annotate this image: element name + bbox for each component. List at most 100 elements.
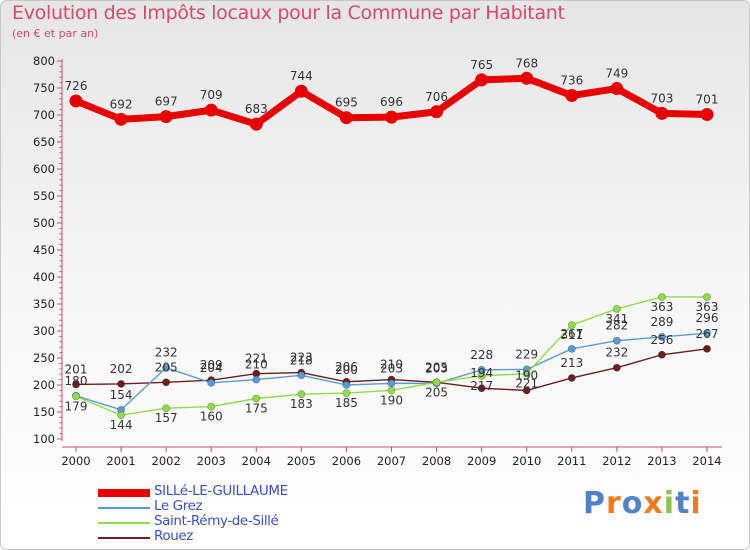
data-point: [387, 386, 396, 395]
data-point: [342, 389, 351, 397]
x-tick-label: 2003: [197, 454, 226, 468]
data-point: [567, 374, 576, 382]
data-label: 229: [515, 347, 538, 361]
logo-letter: x: [643, 486, 664, 521]
data-label: 703: [650, 91, 673, 105]
logo-letter: i: [663, 486, 676, 521]
data-point: [294, 84, 308, 98]
data-label: 726: [65, 79, 88, 93]
x-tick-label: 2006: [332, 454, 361, 468]
logo-letter: i: [690, 486, 702, 521]
data-point: [249, 117, 263, 131]
data-point: [159, 110, 173, 124]
data-point: [475, 73, 489, 87]
data-label: 205: [425, 360, 448, 374]
data-label: 194: [470, 366, 493, 380]
data-label: 203: [380, 361, 403, 375]
data-label: 218: [290, 353, 313, 367]
data-label: 768: [515, 56, 538, 70]
data-label: 683: [245, 102, 268, 116]
y-tick-label: 400: [33, 270, 55, 284]
data-point: [385, 110, 398, 124]
x-axis: 2000 2001 2002 2003 2004 2005 2006 2007 2008 2009…: [61, 446, 722, 468]
data-point: [565, 89, 579, 103]
y-axis: 100 150 200 250 300 350 400 450 500 550 600 650 700 7…: [33, 54, 63, 446]
data-point: [655, 106, 669, 120]
logo-letter: r: [606, 486, 622, 521]
data-point: [612, 304, 621, 313]
logo-letter: o: [621, 486, 644, 521]
data-label: 289: [650, 315, 673, 329]
x-tick-label: 2010: [512, 454, 541, 468]
x-tick-label: 2009: [467, 454, 496, 468]
data-point: [117, 380, 125, 388]
y-tick-label: 700: [33, 108, 55, 122]
series-0: [69, 71, 714, 131]
y-tick-label: 650: [33, 135, 55, 149]
data-label: 267: [696, 327, 719, 341]
y-tick-label: 550: [33, 189, 55, 203]
data-label: 232: [155, 346, 178, 360]
data-point: [658, 333, 666, 341]
data-label: 144: [110, 418, 133, 432]
data-point: [612, 336, 621, 345]
data-point: [252, 394, 261, 403]
data-label: 160: [200, 410, 223, 424]
x-tick-label: 2012: [602, 454, 631, 468]
data-label: 213: [560, 356, 583, 370]
data-point: [114, 112, 128, 126]
data-label: 206: [335, 360, 358, 374]
data-point: [339, 111, 353, 125]
data-point: [522, 369, 531, 378]
data-label: 190: [380, 393, 403, 407]
data-point: [162, 378, 171, 387]
data-point: [522, 386, 531, 395]
data-label: 256: [650, 333, 673, 347]
data-point: [703, 344, 711, 353]
series-2: [72, 293, 711, 420]
data-label: 692: [110, 97, 133, 111]
y-tick-label: 100: [33, 432, 55, 446]
legend-label: Rouez: [154, 528, 193, 544]
data-label: 706: [425, 90, 448, 104]
data-label: 205: [425, 385, 448, 399]
y-tick-label: 750: [33, 81, 55, 95]
data-point: [567, 344, 576, 353]
data-point: [612, 363, 621, 372]
data-label: 282: [605, 319, 628, 333]
data-label: 311: [560, 328, 583, 342]
data-label: 223: [290, 351, 313, 365]
data-label: 363: [696, 300, 719, 314]
data-label: 210: [245, 358, 268, 372]
x-tick-label: 2014: [692, 454, 721, 468]
legend-swatch: [98, 522, 150, 524]
data-point: [703, 293, 711, 301]
chart-subtitle: (en € et par an): [12, 27, 99, 40]
data-point: [658, 350, 666, 359]
proxiti-logo: Proxiti: [583, 486, 702, 521]
data-label: 185: [335, 396, 358, 410]
x-tick-label: 2007: [377, 454, 406, 468]
x-tick-label: 2011: [557, 454, 586, 468]
y-tick-label: 450: [33, 243, 55, 257]
data-point: [342, 381, 351, 389]
data-label: 217: [470, 379, 493, 393]
data-point: [703, 329, 711, 338]
x-tick-label: 2001: [106, 454, 135, 468]
x-tick-label: 2008: [422, 454, 451, 468]
y-tick-label: 300: [33, 324, 55, 338]
legend-swatch: [98, 489, 150, 497]
data-label: 175: [245, 402, 268, 416]
data-label: 696: [380, 95, 403, 109]
data-point: [69, 94, 83, 108]
logo-letter: t: [675, 486, 691, 521]
y-tick-label: 150: [33, 405, 55, 419]
legend-label: SILLé-LE-GUILLAUME: [154, 483, 288, 499]
data-point: [297, 390, 306, 399]
chart-title: Evolution des Impôts locaux pour la Comm…: [12, 2, 565, 24]
data-label: 701: [696, 92, 719, 106]
data-label: 749: [605, 67, 628, 81]
data-point: [432, 378, 441, 387]
data-label: 736: [560, 74, 583, 88]
